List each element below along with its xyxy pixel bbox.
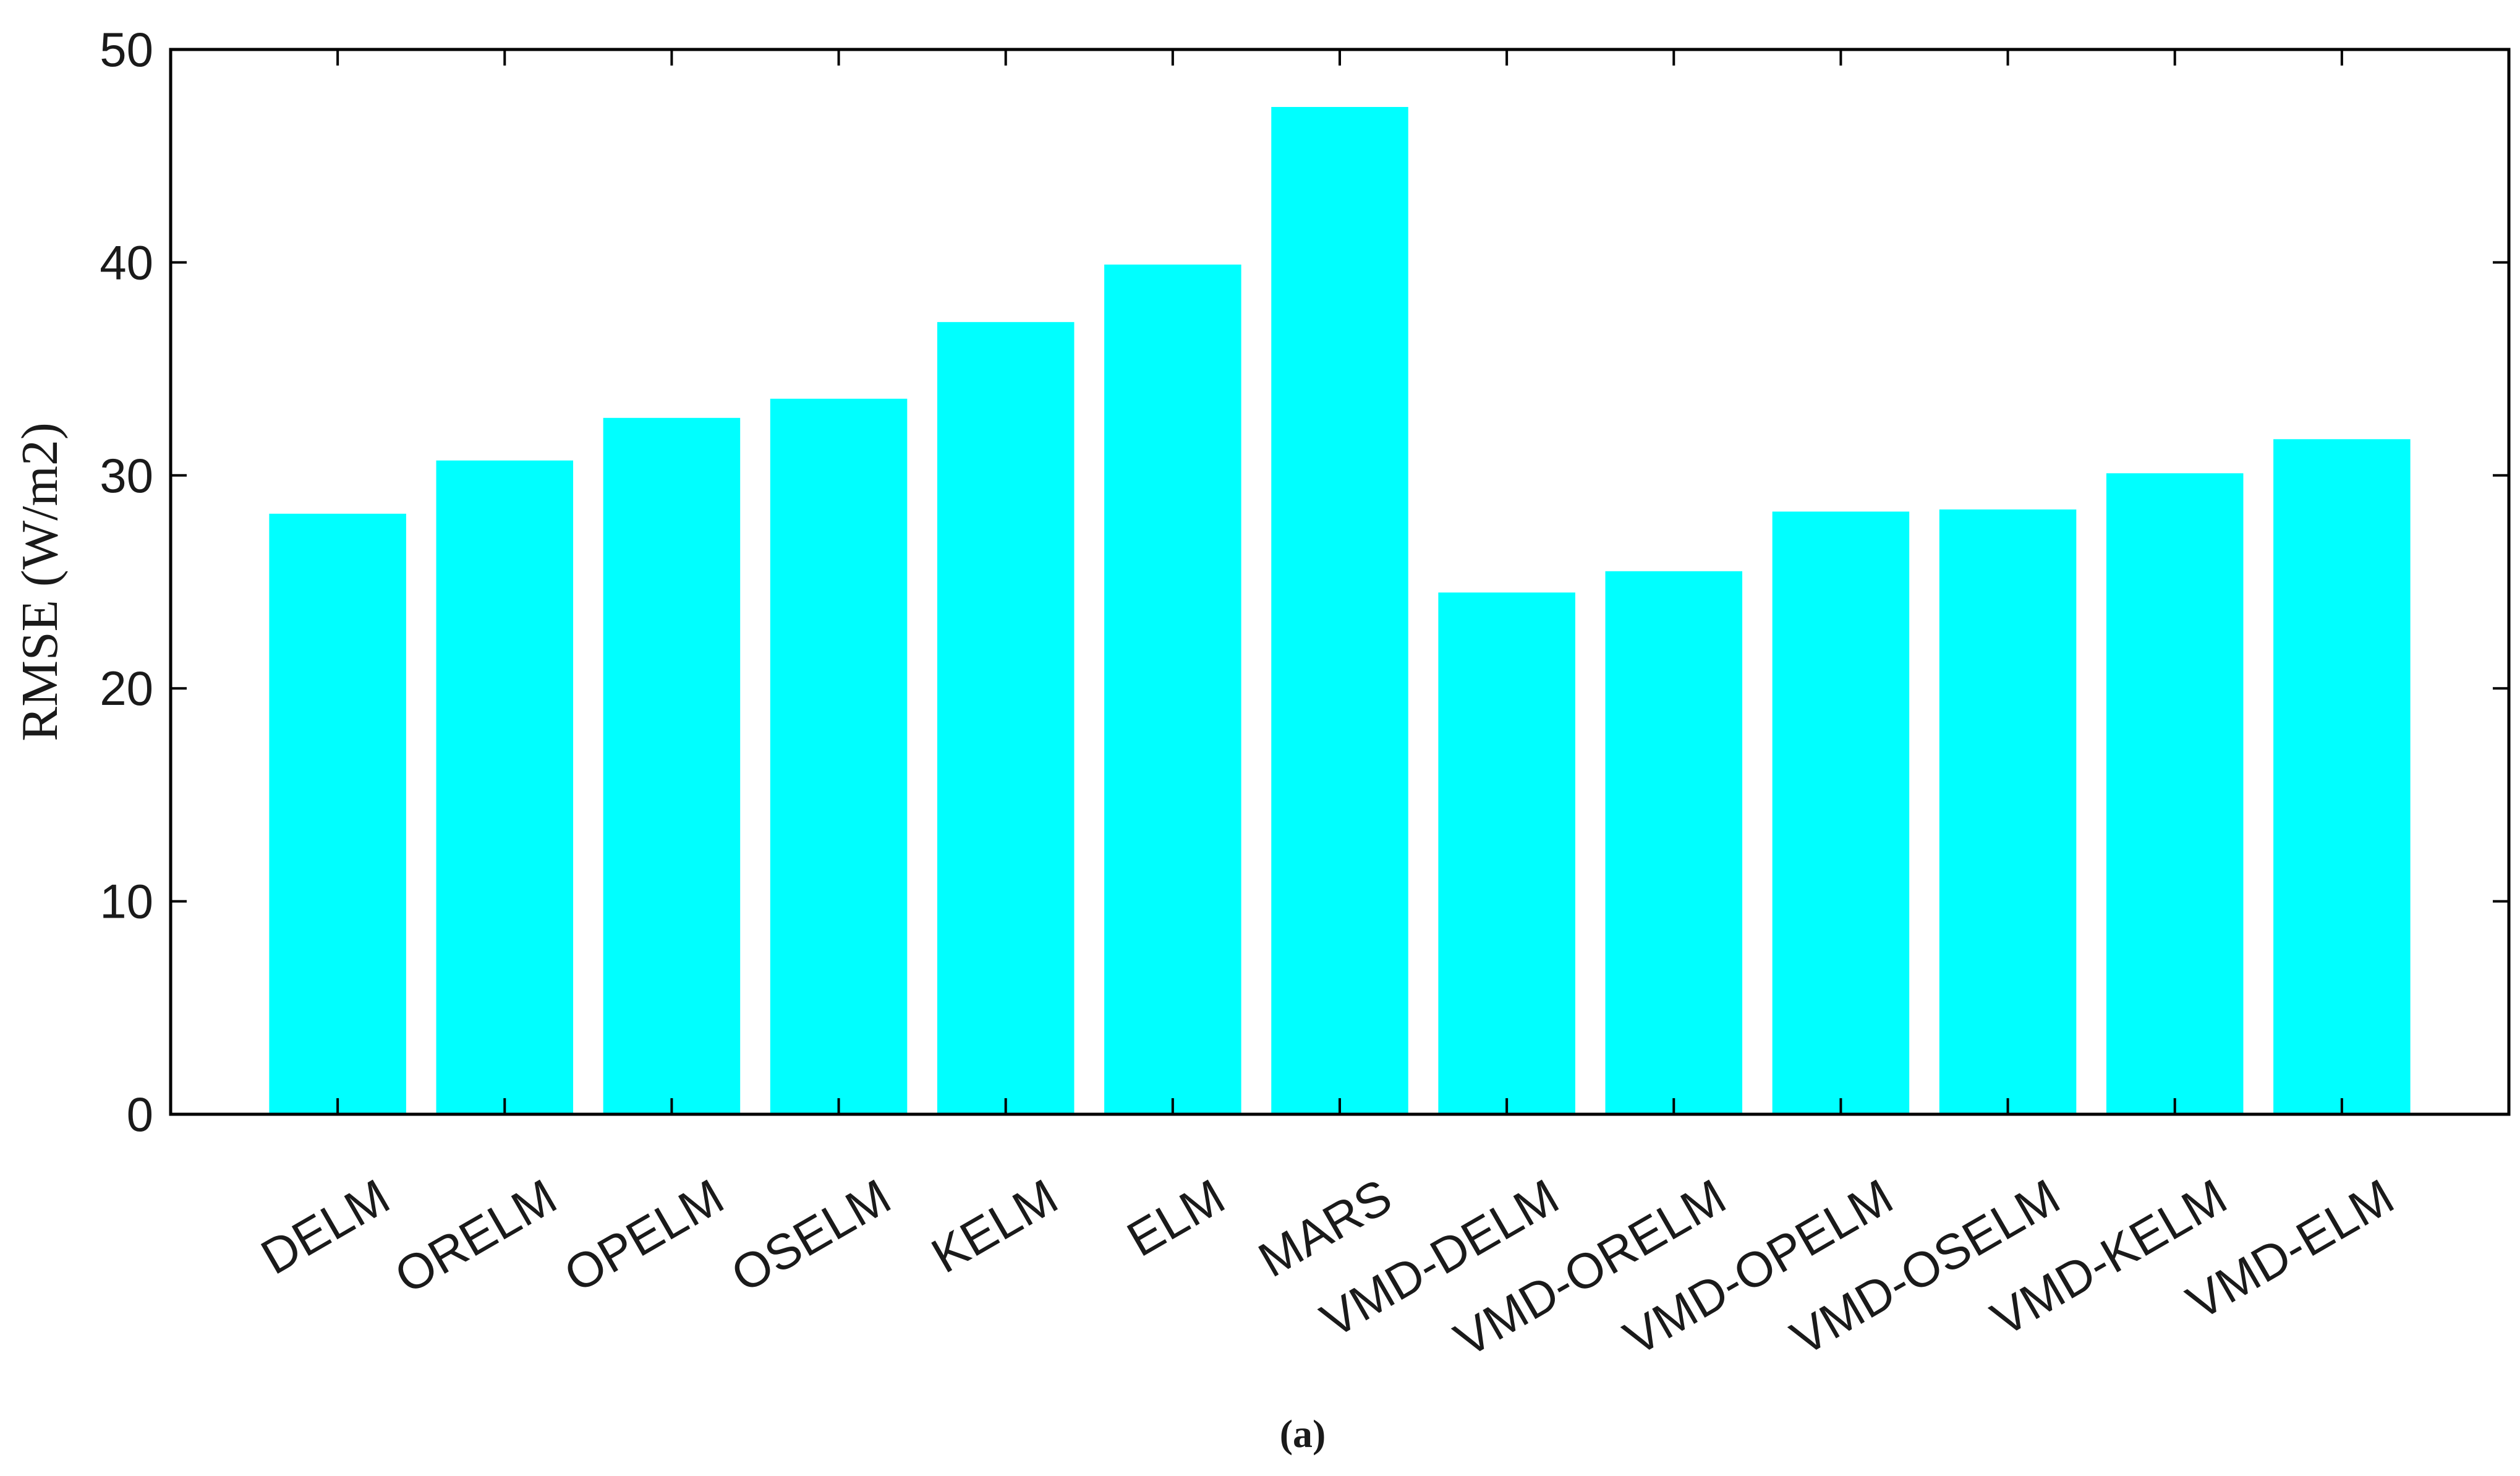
x-tick-label: OPELM	[555, 1169, 733, 1303]
y-tick-label: 20	[100, 661, 153, 715]
bar-vmd-orelm	[1605, 571, 1743, 1114]
y-tick-label: 40	[100, 235, 153, 289]
x-tick-label: DELM	[252, 1169, 399, 1285]
x-tick-label: OSELM	[722, 1169, 900, 1303]
y-tick-label: 0	[127, 1087, 153, 1141]
bar-opelm	[603, 417, 741, 1114]
y-axis-ticks: 0 10 20 30 40 50	[100, 22, 2509, 1141]
bar-kelm	[937, 322, 1075, 1114]
bar-elm	[1104, 264, 1241, 1114]
y-tick-label: 50	[100, 22, 153, 77]
bar-vmd-elm	[2273, 439, 2411, 1115]
y-tick-label: 30	[100, 448, 153, 503]
y-tick-label: 10	[100, 874, 153, 929]
y-axis-label: RMSE (W/m2)	[11, 422, 69, 741]
x-tick-label: ELM	[1118, 1169, 1233, 1267]
bar-orelm	[436, 460, 574, 1114]
bars-group	[269, 106, 2411, 1115]
bar-vmd-kelm	[2106, 473, 2244, 1115]
bar-vmd-oselm	[1939, 509, 2077, 1114]
bar-oselm	[770, 398, 908, 1115]
bar-vmd-opelm	[1772, 511, 1910, 1114]
x-tick-label: ORELM	[386, 1169, 566, 1304]
figure-caption: (a)	[1280, 1412, 1326, 1456]
bar-vmd-delm	[1438, 592, 1575, 1114]
x-tick-label: KELM	[922, 1169, 1066, 1284]
bar-mars	[1271, 106, 1408, 1114]
bar-delm	[269, 513, 406, 1114]
